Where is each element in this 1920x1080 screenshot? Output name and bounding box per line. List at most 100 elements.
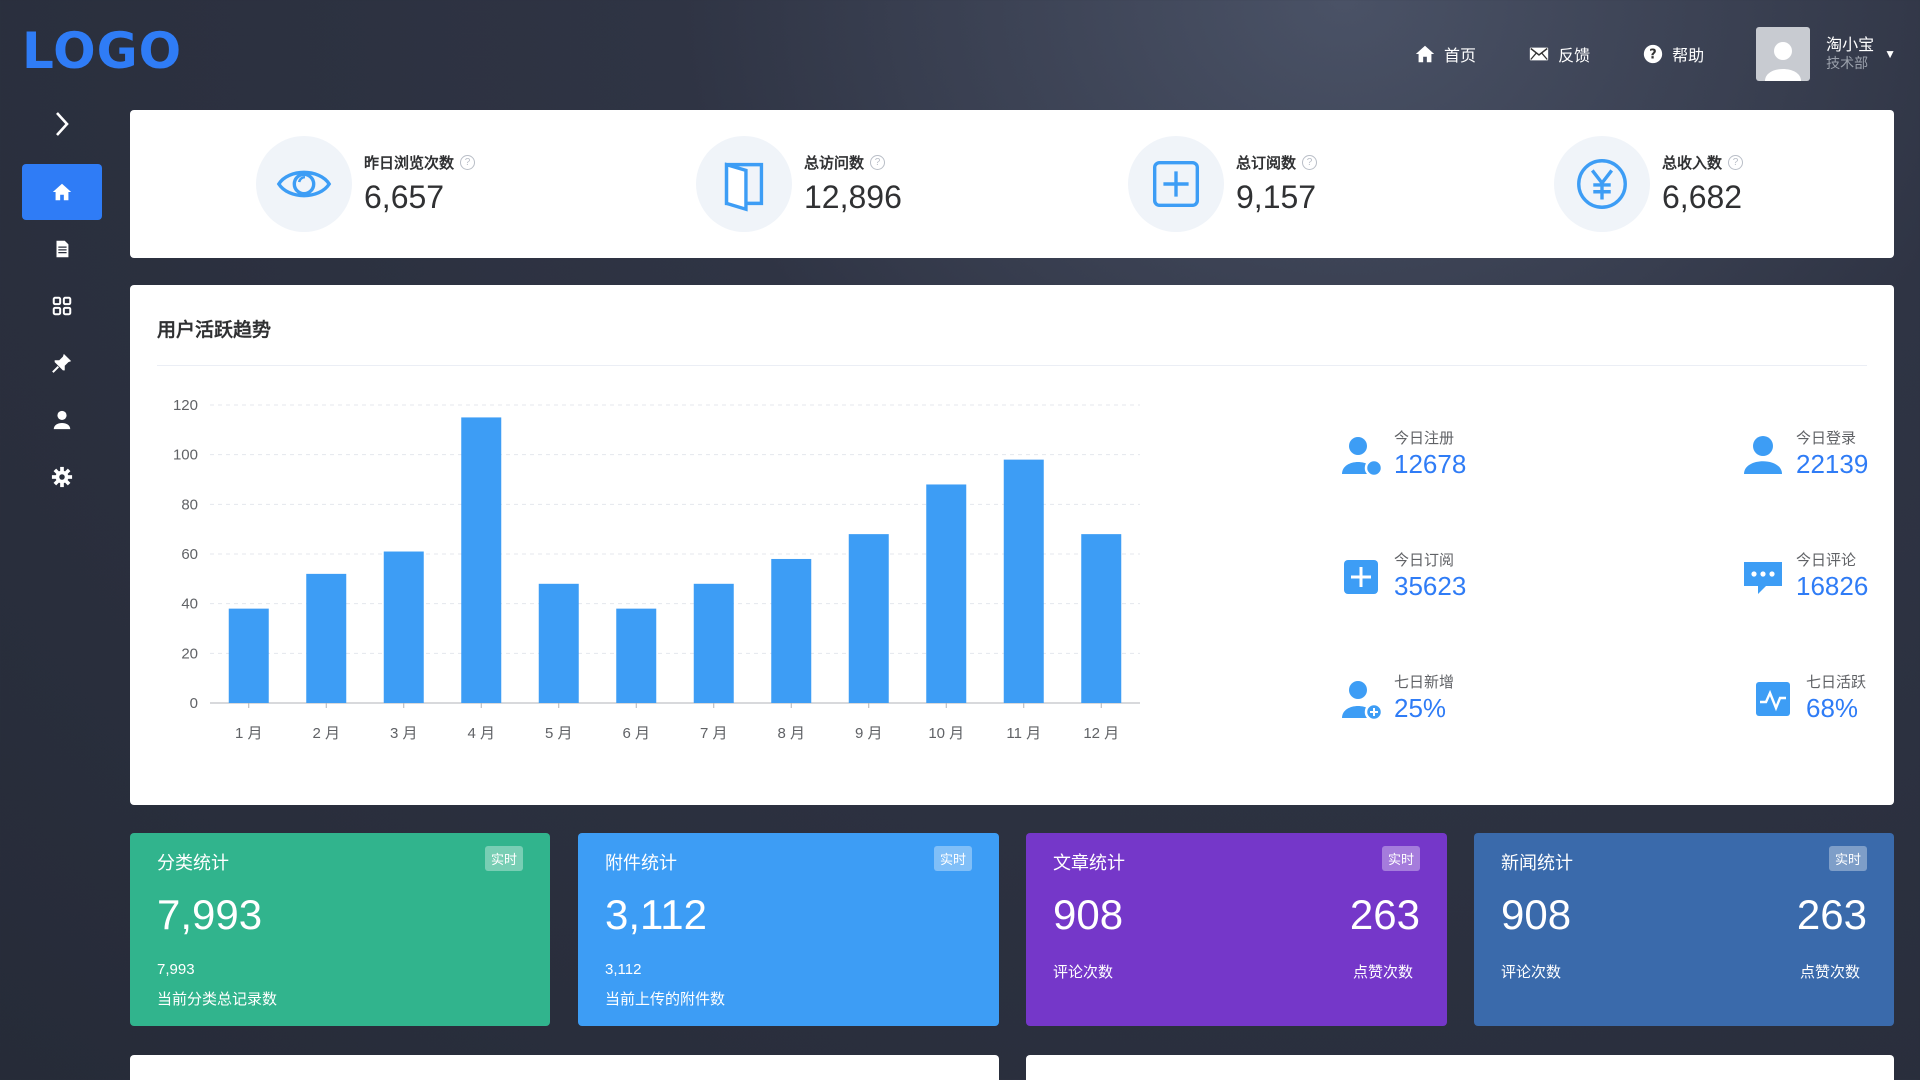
metric-label: 今日评论 (1796, 552, 1857, 570)
document-icon (56, 240, 69, 258)
metric-label: 今日注册 (1394, 430, 1455, 448)
tile-likes-value: 263 (1796, 891, 1867, 938)
caret-down-icon[interactable]: ▼ (1884, 47, 1896, 61)
metric-value: 16826 (1796, 570, 1869, 601)
bar (771, 558, 812, 703)
chevron-right-icon (56, 112, 69, 136)
tile-news-stats[interactable]: 新闻统计 实时 908 263 评论次数 点赞次数 (1474, 833, 1894, 1026)
pin-icon (52, 353, 72, 373)
metric-today-login: 今日登录 22139 (1738, 430, 1868, 480)
tile-likes-label: 点赞次数 (1799, 964, 1860, 981)
stat-yesterday-views: 昨日浏览次数? 6,657 (256, 136, 476, 232)
question-icon[interactable]: ? (1728, 155, 1744, 170)
y-tick-label: 20 (181, 645, 198, 662)
x-tick-label: 7 月 (700, 725, 728, 742)
tile-value: 7,993 (157, 891, 263, 938)
sidebar-item-settings[interactable] (22, 449, 102, 505)
sidebar-toggle[interactable] (22, 100, 102, 148)
metric-value: 12678 (1394, 448, 1467, 479)
tile-description: 当前分类总记录数 (157, 991, 278, 1008)
tile-article-stats[interactable]: 文章统计 实时 908 263 评论次数 点赞次数 (1026, 833, 1447, 1026)
x-tick-label: 11 月 (1006, 725, 1041, 742)
bar (228, 608, 269, 703)
bar (538, 583, 579, 703)
bar (1003, 459, 1044, 703)
y-tick-label: 100 (173, 447, 198, 464)
eye-icon (276, 170, 332, 198)
bar (306, 573, 347, 703)
user-icon (53, 410, 71, 430)
plus-square-icon (1344, 560, 1378, 594)
tile-comments-label: 评论次数 (1501, 964, 1562, 981)
stats-card: 昨日浏览次数? 6,657 总访问数? 12,896 总订阅数? 9,157 总… (130, 110, 1894, 258)
stat-total-visits: 总访问数? 12,896 (696, 136, 902, 232)
stat-value: 6,682 (1662, 179, 1743, 215)
stat-total-income: 总收入数? 6,682 (1554, 136, 1744, 232)
help-icon: ? (1643, 44, 1663, 64)
logo[interactable]: LOGO (22, 22, 183, 80)
tile-comments-label: 评论次数 (1053, 964, 1114, 981)
mail-icon (1529, 47, 1549, 61)
svg-text:?: ? (1649, 48, 1656, 63)
y-tick-label: 40 (181, 596, 198, 613)
top-nav: 首页 反馈 ? 帮助 淘小宝 技术部 ▼ (1414, 24, 1896, 84)
nav-home[interactable]: 首页 (1414, 42, 1476, 66)
yen-icon (1577, 159, 1627, 209)
user-icon (1744, 436, 1782, 474)
sidebar-item-user[interactable] (22, 392, 102, 448)
trend-title: 用户活跃趋势 (157, 320, 272, 341)
x-tick-label: 1 月 (235, 725, 263, 742)
avatar-user-icon (1765, 42, 1802, 81)
trend-card: 用户活跃趋势 0 20 40 60 80 100 120 1 月 2 月 3 月 4 月 5 月 6 月… (130, 285, 1894, 805)
tile-attachment-stats[interactable]: 附件统计 实时 3,112 3,112 当前上传的附件数 (578, 833, 999, 1026)
nav-feedback[interactable]: 反馈 (1528, 42, 1590, 66)
tile-title: 新闻统计 (1501, 853, 1573, 873)
question-icon[interactable]: ? (870, 155, 886, 170)
sidebar-item-pin[interactable] (22, 335, 102, 391)
stat-icon-circle (1554, 136, 1650, 232)
avatar[interactable] (1756, 27, 1811, 81)
sidebar-item-apps[interactable] (22, 278, 102, 334)
y-tick-label: 80 (181, 496, 198, 513)
tile-category-stats[interactable]: 分类统计 实时 7,993 7,993 当前分类总记录数 (130, 833, 550, 1026)
metric-label: 七日活跃 (1806, 674, 1867, 692)
bar-chart: 0 20 40 60 80 100 120 1 月 2 月 3 月 4 月 5 月 6 月 7 月 8 月 9… (173, 397, 1140, 742)
tile-sub-value: 3,112 (605, 961, 642, 978)
metric-value: 35623 (1394, 570, 1467, 601)
tile-value: 3,112 (605, 891, 707, 938)
metric-value: 22139 (1796, 448, 1869, 479)
stat-label: 昨日浏览次数 (364, 155, 455, 172)
nav-help[interactable]: ? 帮助 (1642, 42, 1704, 66)
user-dept: 技术部 (1826, 55, 1869, 72)
door-icon (724, 162, 764, 212)
tile-title: 附件统计 (605, 853, 677, 873)
tile-likes-value: 263 (1349, 891, 1420, 938)
stat-value: 9,157 (1236, 179, 1317, 215)
x-tick-label: 12 月 (1083, 725, 1119, 742)
plus-square-icon (1152, 160, 1200, 208)
sidebar-item-documents[interactable] (22, 221, 102, 277)
user-add-icon (1342, 437, 1384, 478)
x-tick-label: 6 月 (622, 725, 650, 742)
tile-sub-value: 7,993 (157, 961, 195, 978)
question-icon[interactable]: ? (460, 155, 476, 170)
sidebar-item-home[interactable] (22, 164, 102, 220)
stat-icon-circle (1128, 136, 1224, 232)
stat-total-subscriptions: 总订阅数? 9,157 (1128, 136, 1318, 232)
tile-title: 文章统计 (1053, 853, 1125, 873)
x-tick-label: 2 月 (312, 725, 340, 742)
realtime-badge: 实时 (1828, 846, 1867, 871)
x-tick-label: 8 月 (777, 725, 805, 742)
question-icon[interactable]: ? (1302, 155, 1318, 170)
tile-title: 分类统计 (157, 853, 229, 873)
stat-label: 总访问数 (804, 155, 865, 172)
x-tick-label: 5 月 (545, 725, 573, 742)
stat-icon-circle (696, 136, 792, 232)
y-tick-label: 120 (173, 397, 198, 414)
realtime-badge: 实时 (484, 846, 523, 871)
y-tick-label: 60 (181, 546, 198, 563)
bar (461, 417, 502, 703)
sidebar (22, 100, 102, 506)
user-menu[interactable]: 淘小宝 技术部 ▼ (1756, 27, 1896, 81)
bar (383, 551, 424, 703)
